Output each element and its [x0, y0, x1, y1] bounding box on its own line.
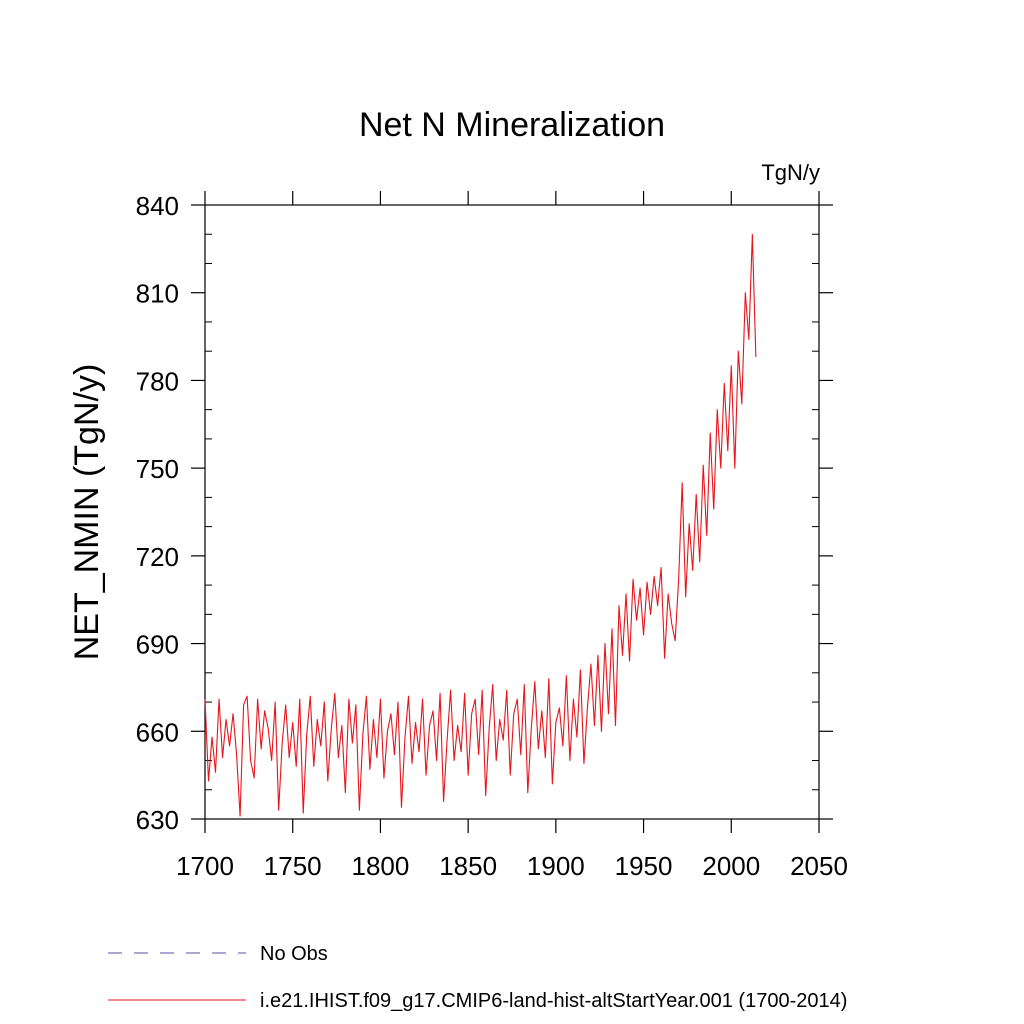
y-axis-label: NET_NMIN (TgN/y)	[68, 364, 106, 661]
y-tick-label: 840	[136, 191, 179, 221]
x-tick-label: 1700	[176, 851, 234, 881]
x-tick-label: 1750	[264, 851, 322, 881]
y-tick-label: 690	[136, 630, 179, 660]
y-tick-label: 720	[136, 542, 179, 572]
x-tick-label: 1850	[439, 851, 497, 881]
x-tick-label: 1900	[527, 851, 585, 881]
y-tick-label: 810	[136, 279, 179, 309]
legend-label-model: i.e21.IHIST.f09_g17.CMIP6-land-hist-altS…	[260, 990, 847, 1012]
legend-label-no-obs: No Obs	[260, 943, 328, 965]
x-tick-label: 2050	[790, 851, 848, 881]
plot-frame	[204, 204, 820, 820]
series-line-model	[204, 233, 757, 817]
legend: No Obs i.e21.IHIST.f09_g17.CMIP6-land-hi…	[108, 943, 847, 1012]
y-tick-label: 750	[136, 454, 179, 484]
units-label: TgN/y	[761, 160, 820, 185]
x-tick-label: 1800	[352, 851, 410, 881]
chart-title: Net N Mineralization	[359, 106, 665, 144]
y-tick-label: 660	[136, 717, 179, 747]
y-tick-label: 780	[136, 366, 179, 396]
x-tick-label: 2000	[702, 851, 760, 881]
series-layer	[204, 233, 757, 817]
x-tick-label: 1950	[615, 851, 673, 881]
y-tick-label: 630	[136, 805, 179, 835]
axis-ticks: 1700 1750 1800 1850 1900 1950 2000 2050 630 660 69…	[136, 191, 848, 881]
